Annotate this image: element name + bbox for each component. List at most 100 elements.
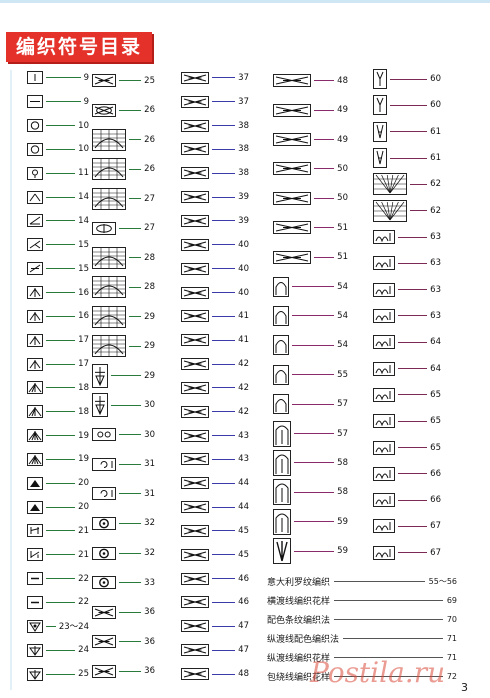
page-reference: 60 xyxy=(430,100,441,111)
page-reference: 23～24 xyxy=(58,622,89,633)
page-reference: 72 xyxy=(446,672,457,681)
cable-cross-icon-drawing xyxy=(183,384,207,392)
symbol-entry: 54 xyxy=(273,272,348,301)
cable-cross-icon xyxy=(181,548,209,561)
leader-line xyxy=(212,649,236,651)
leader-line xyxy=(390,78,428,80)
page-reference: 41 xyxy=(238,335,249,346)
leader-line xyxy=(212,625,236,627)
page-reference: 36 xyxy=(144,607,155,618)
v-stem-icon-drawing xyxy=(376,71,384,87)
leader-line xyxy=(212,315,236,317)
symbol-entry: 63 xyxy=(373,303,441,329)
v-bar-icon-drawing xyxy=(376,124,384,138)
symbol-entry: 25 xyxy=(92,66,155,96)
tall-column-icon-drawing xyxy=(95,396,105,416)
loop-chain-icon-drawing xyxy=(375,311,391,322)
tall-arch-icon xyxy=(273,420,291,447)
symbol-entry: 17 xyxy=(27,328,89,352)
symbol-entry: 41 xyxy=(181,328,249,352)
page-reference: 20 xyxy=(78,502,89,513)
symbol-entry: 26 xyxy=(92,125,155,155)
cable-cross-icon xyxy=(273,191,311,205)
symbol-entry: 9 xyxy=(27,90,89,114)
symbol-entry: 36 xyxy=(92,656,155,686)
leader-line xyxy=(212,292,236,294)
cable-cross-icon xyxy=(273,250,311,264)
cable-cross-icon xyxy=(92,635,116,649)
page-number: 3 xyxy=(461,681,468,694)
tall-arch-icon-drawing xyxy=(275,483,289,504)
symbol-entry: 49 xyxy=(273,125,348,154)
leader-line xyxy=(111,404,142,406)
rolled-edge-icon xyxy=(92,428,116,442)
grid-block-icon-drawing xyxy=(93,336,125,357)
cable-cross-icon-drawing xyxy=(183,74,207,82)
cable-cross-icon xyxy=(181,334,209,347)
v-stem-icon xyxy=(373,69,387,90)
leader-line xyxy=(398,525,428,527)
page-reference: 54 xyxy=(337,340,348,351)
page-reference: 25 xyxy=(144,75,155,86)
leader-line xyxy=(46,339,76,341)
cable-cross-icon xyxy=(181,143,209,156)
symbol-entry: 51 xyxy=(273,242,348,271)
page-reference: 21 xyxy=(78,549,89,560)
symbol-entry: 43 xyxy=(181,424,249,448)
arch-icon-drawing xyxy=(275,399,287,413)
loop-chain-icon-drawing xyxy=(375,496,391,506)
leader-line xyxy=(292,315,335,317)
leader-line xyxy=(292,374,335,376)
cable-cross-icon xyxy=(181,572,209,585)
text-index-entry: 意大利罗纹编织 55～56 xyxy=(267,572,457,591)
top-rule xyxy=(0,0,490,3)
symbol-entry: 19 xyxy=(27,424,89,448)
page-reference: 26 xyxy=(144,134,155,145)
leader-line xyxy=(398,262,428,264)
page-reference: 55 xyxy=(337,369,348,380)
leader-line xyxy=(212,196,236,198)
page-reference: 58 xyxy=(337,487,348,498)
symbol-entry: 11 xyxy=(27,161,89,185)
cable-cross-icon-drawing xyxy=(275,106,309,115)
cable-cross-icon-drawing xyxy=(275,253,309,262)
page-reference: 63 xyxy=(430,258,441,269)
bobble-icon xyxy=(27,619,43,633)
leader-line xyxy=(398,315,428,317)
loop-chain-icon-drawing xyxy=(375,285,391,296)
symbol-entry: 45 xyxy=(181,519,249,543)
leader-line xyxy=(292,344,335,346)
cable-cross-icon xyxy=(181,668,209,681)
loop-chain-icon xyxy=(373,308,395,323)
cable-cross-icon xyxy=(181,167,209,180)
left-lean-bar-icon-drawing xyxy=(29,217,41,225)
cable-cross-icon-drawing xyxy=(275,76,309,85)
leader-line xyxy=(314,80,335,82)
page-reference: 22 xyxy=(78,573,89,584)
leader-line xyxy=(129,286,142,288)
entry-label: 横渡线编织花样 xyxy=(267,597,331,607)
leader-line xyxy=(46,506,76,508)
square-bar-icon xyxy=(27,595,43,609)
loop-chain-icon-drawing xyxy=(375,469,391,480)
loop-stem-icon-drawing xyxy=(32,169,38,178)
tall-arch-icon xyxy=(273,479,291,506)
symbol-column-2: 25 26 26 26 27 27 28 28 29 29 29 30 30 31 31 32 32 33 36 36… xyxy=(92,66,155,686)
leader-line xyxy=(314,256,335,258)
cable-cross-icon xyxy=(181,214,209,227)
leader-line xyxy=(398,236,428,238)
page-reference: 11 xyxy=(78,168,89,179)
loop-chain-icon xyxy=(373,545,395,560)
page-reference: 57 xyxy=(337,428,348,439)
symbol-entry: 29 xyxy=(92,332,155,362)
leader-line xyxy=(212,530,236,532)
text-index-entry: 纵渡线编织花样 71 xyxy=(267,648,457,667)
square-bar-icon xyxy=(27,572,43,586)
symbol-entry: 57 xyxy=(273,389,348,418)
text-index-list: 意大利罗纹编织 55～56 横渡线编织花样 69 配色条纹编织法 70 纵渡线配色编织法 71… xyxy=(267,572,457,686)
loop-chain-icon xyxy=(373,361,395,376)
cable-cross-icon xyxy=(181,596,209,609)
page-reference: 27 xyxy=(144,193,155,204)
leader-line xyxy=(390,157,428,159)
symbol-entry: 62 xyxy=(373,198,441,224)
